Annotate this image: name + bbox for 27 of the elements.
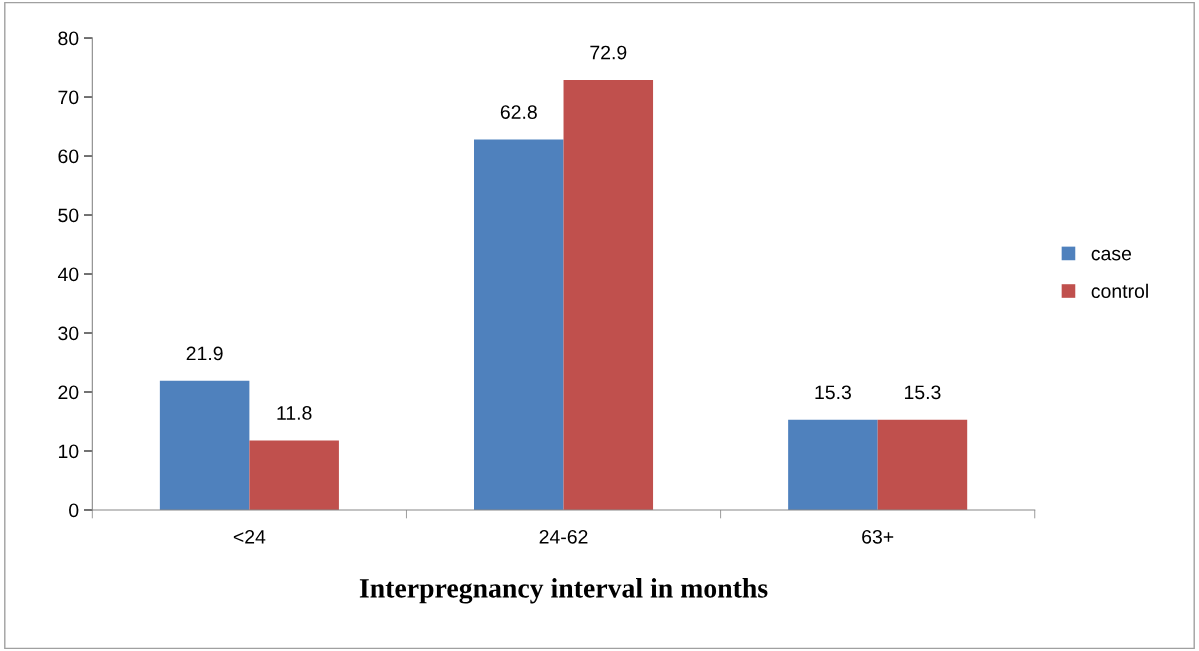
x-tick-label: 63+ (862, 529, 894, 544)
y-tick-label: 10 (58, 444, 79, 459)
y-tick-label: 30 (58, 326, 79, 341)
bar (249, 440, 339, 510)
bar (877, 419, 968, 510)
bar (159, 380, 250, 510)
y-tick-label: 70 (58, 90, 79, 105)
data-label: 62.8 (500, 105, 537, 119)
y-tick-label: 50 (58, 208, 79, 223)
data-label: 11.8 (277, 406, 312, 420)
x-tick-label: 24-62 (539, 529, 588, 544)
y-tick-label: 20 (58, 385, 79, 400)
y-tick-label: 40 (57, 267, 79, 282)
legend-label: case (1091, 249, 1132, 261)
y-tick-label: 0 (69, 503, 79, 518)
bar (788, 419, 878, 510)
data-label: 72.9 (590, 45, 627, 60)
data-label: 21.9 (186, 346, 223, 361)
legend-label: control (1091, 283, 1148, 299)
y-tick-label: 60 (58, 149, 79, 164)
bar (563, 79, 654, 510)
bar (474, 139, 564, 510)
data-label: 15.3 (904, 385, 941, 400)
x-tick-label: <24 (233, 529, 266, 544)
x-axis-title: Interpregnancy interval in months (359, 578, 768, 604)
y-tick-label: 80 (58, 31, 79, 46)
data-label: 15.3 (815, 385, 851, 400)
